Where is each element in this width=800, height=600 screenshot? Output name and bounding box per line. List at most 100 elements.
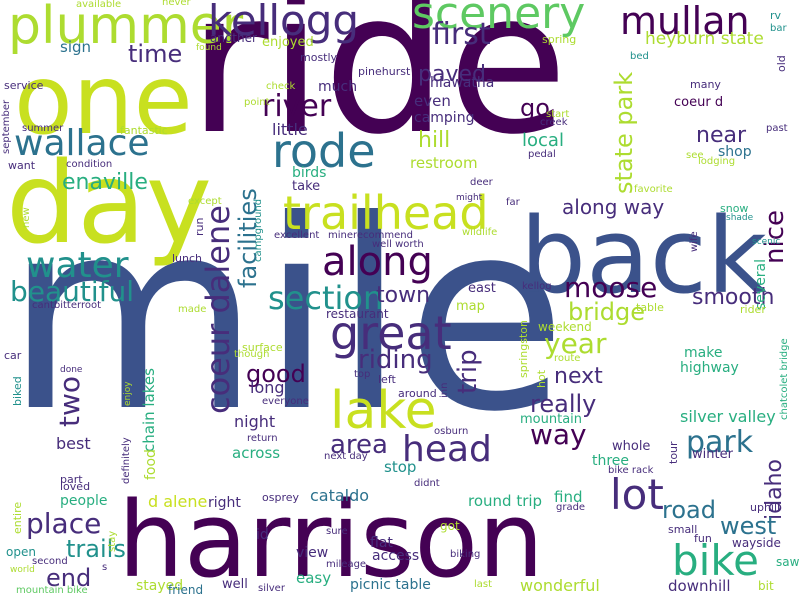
word-bit: bit <box>758 579 774 593</box>
word-found: found <box>196 43 222 53</box>
word-end: end <box>46 564 92 592</box>
word-trailhead: trailhead <box>283 186 489 240</box>
word-scenery: scenery <box>412 0 586 39</box>
word-heyburn-state: heyburn state <box>645 29 764 49</box>
word-definitely: definitely <box>121 437 132 484</box>
word-snow: snow <box>720 202 749 215</box>
word-new: new <box>21 207 32 228</box>
word-take: take <box>292 179 321 194</box>
word-id: id <box>256 527 269 543</box>
word-wallace: wallace <box>14 123 150 164</box>
word-night: night <box>234 412 276 431</box>
word-hiawatha: hiawatha <box>430 75 495 91</box>
word-hill: hill <box>418 128 451 153</box>
word-food: food <box>143 449 159 480</box>
word-coeur-dalene: coeur dalene <box>199 205 237 414</box>
word-near: near <box>696 123 747 148</box>
word-round-trip: round trip <box>468 492 543 510</box>
word-make: make <box>684 345 723 361</box>
word-beautiful: beautiful <box>10 275 135 308</box>
word-small: small <box>668 523 698 536</box>
word-might: might <box>456 193 483 203</box>
word-west: west <box>720 512 777 540</box>
word-access: access <box>372 548 420 564</box>
word-find: find <box>554 488 583 506</box>
word-next: next <box>554 364 603 389</box>
word-highway: highway <box>680 360 739 376</box>
word-never: never <box>162 0 191 8</box>
word-downhill: downhill <box>668 577 731 595</box>
word-three: three <box>592 453 630 469</box>
word-wayside: wayside <box>732 536 781 550</box>
word-inn: inn <box>439 382 450 398</box>
word-state-park: state park <box>610 71 638 194</box>
word-day: day <box>6 139 213 269</box>
word-rider: rider <box>740 303 766 316</box>
word-mullan: mullan <box>620 0 750 43</box>
word-stop: stop <box>384 458 417 476</box>
word-go: go <box>520 94 550 122</box>
word-ride: ride <box>188 0 569 178</box>
word-picnic-table: picnic table <box>350 577 431 593</box>
word-route: route <box>554 353 581 364</box>
word-spring: spring <box>542 33 577 46</box>
word-silver-valley: silver valley <box>680 407 776 426</box>
word-local: local <box>522 130 564 151</box>
word-left: left <box>378 373 396 386</box>
word-restaurant: restaurant <box>326 307 389 321</box>
word-world: world <box>10 565 35 575</box>
word-entire: entire <box>11 501 24 534</box>
word-stayed: stayed <box>136 578 184 594</box>
word-mile: mile <box>5 164 567 469</box>
word-uphill: uphill <box>750 501 781 514</box>
word-top: top <box>354 369 371 380</box>
word-next-day: next day <box>324 451 368 462</box>
word-along: along <box>322 239 433 285</box>
word-town: town <box>376 283 431 308</box>
word-deer: deer <box>470 177 493 188</box>
word-place: place <box>26 507 102 540</box>
word-water: water <box>26 245 129 286</box>
word-view: view <box>296 545 329 561</box>
word-cataldo: cataldo <box>310 486 370 505</box>
word-lake: lake <box>330 381 437 441</box>
word-good: good <box>246 360 306 388</box>
word-pedal: pedal <box>528 149 556 160</box>
word-shop: shop <box>718 144 752 160</box>
word-enjoy: enjoy <box>123 381 133 406</box>
word-lot: lot <box>610 470 664 519</box>
word-old: old <box>775 55 788 72</box>
word-enaville: enaville <box>62 170 148 195</box>
word-lunch: lunch <box>172 252 203 265</box>
word-long: long <box>250 378 285 397</box>
word-cantbitterroot: cantbitterroot <box>32 300 101 311</box>
word-lodging: lodging <box>698 156 736 167</box>
word-road: road <box>662 496 716 524</box>
word-harrison: harrison <box>118 479 544 600</box>
word-first: first <box>432 17 491 52</box>
word-point: point <box>244 97 270 108</box>
word-well: well <box>222 577 248 592</box>
word-made: made <box>178 304 207 315</box>
word-people: people <box>60 493 108 509</box>
word-paved: paved <box>418 62 486 87</box>
word-summer: summer <box>22 123 64 134</box>
word-run: run <box>193 217 206 236</box>
word-available: available <box>76 0 122 10</box>
word-much: much <box>318 79 358 95</box>
word-well-worth: well worth <box>372 239 424 250</box>
word-didnt: didnt <box>414 478 440 489</box>
word-little: little <box>272 120 308 139</box>
word-pinehurst: pinehurst <box>358 65 411 78</box>
word-tour: tour <box>667 441 680 464</box>
word-one: one <box>14 44 193 156</box>
word-osprey: osprey <box>262 491 300 504</box>
word-creek: creek <box>540 117 568 128</box>
word-osburn: osburn <box>434 426 469 437</box>
word-stay: stay <box>107 530 118 552</box>
word-return: return <box>247 433 278 444</box>
word-except: except <box>188 196 222 207</box>
word-smooth: smooth <box>692 285 775 310</box>
word-open: open <box>6 545 36 559</box>
word-bed: bed <box>630 51 649 62</box>
